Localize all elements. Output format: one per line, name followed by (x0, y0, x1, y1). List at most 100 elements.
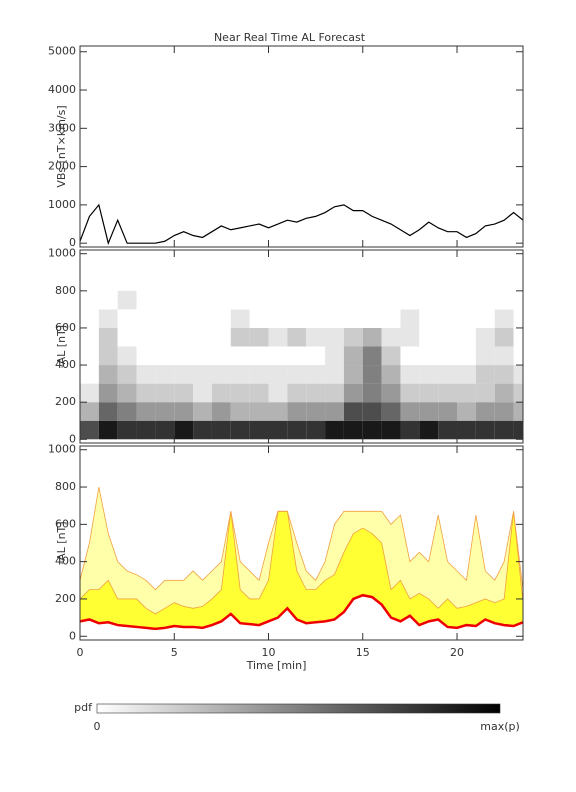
pdf-cell (174, 327, 194, 347)
pdf-cell (155, 402, 175, 421)
pdf-cell (419, 402, 439, 421)
pdf-cell (287, 290, 307, 310)
pdf-cell (381, 365, 401, 384)
pdf-cell (249, 420, 269, 440)
y-axis-label: VBs [nT×km/s] (55, 105, 68, 187)
y-axis-label: -AL [nT] (55, 521, 68, 564)
pdf-cell (306, 402, 326, 421)
pdf-cell (155, 365, 175, 384)
pdf-cell (249, 309, 269, 328)
pdf-cell (268, 383, 288, 403)
pdf-cell (155, 346, 175, 366)
y-tick-label: 400 (55, 358, 76, 371)
pdf-cell (80, 383, 99, 403)
pdf-cell (136, 383, 156, 403)
pdf-cell (287, 420, 307, 440)
y-tick-label: 0 (69, 432, 76, 445)
pdf-cell (343, 327, 363, 347)
pdf-cell (230, 309, 250, 328)
pdf-cell (155, 383, 175, 403)
pdf-cell (513, 309, 523, 328)
y-tick-label: 600 (55, 321, 76, 334)
pdf-cell (343, 290, 363, 310)
pdf-cell (475, 420, 495, 440)
pdf-cell (80, 290, 99, 310)
pdf-cell (343, 309, 363, 328)
pdf-cell (419, 346, 439, 366)
pdf-cell (362, 383, 382, 403)
pdf-cell (193, 365, 212, 384)
pdf-cell (513, 365, 523, 384)
plot-frame (79, 249, 524, 444)
pdf-cell (381, 420, 401, 440)
pdf-cell (513, 346, 523, 366)
pdf-cell (249, 290, 269, 310)
pdf-cell (80, 327, 99, 347)
pdf-cell (475, 309, 495, 328)
pdf-cell (419, 290, 439, 310)
pdf-cell (400, 420, 420, 440)
pdf-cell (136, 346, 156, 366)
pdf-cell (494, 346, 514, 366)
pdf-cell (136, 420, 156, 440)
pdf-cell (117, 365, 137, 384)
pdf-cell (287, 327, 307, 347)
pdf-cell (193, 402, 212, 421)
pdf-cell (287, 402, 307, 421)
pdf-cell (155, 290, 175, 310)
pdf-cell (419, 420, 439, 440)
pdf-cell (362, 327, 382, 347)
pdf-cell (211, 309, 231, 328)
y-tick-label: 1000 (48, 198, 76, 211)
pdf-cell (419, 327, 439, 347)
pdf-cell (211, 365, 231, 384)
plot-area (80, 486, 523, 631)
pdf-cell (325, 365, 344, 384)
pdf-cell (268, 365, 288, 384)
pdf-cell (211, 327, 231, 347)
pdf-cell (475, 383, 495, 403)
pdf-cell (438, 365, 458, 384)
y-tick-label: 3000 (48, 121, 76, 134)
pdf-cell (230, 383, 250, 403)
pdf-cell (419, 365, 439, 384)
pdf-cell (475, 327, 495, 347)
pdf-cell (80, 402, 99, 421)
x-tick-label: 5 (171, 646, 178, 659)
pdf-cell (80, 420, 99, 440)
pdf-cell (98, 290, 118, 310)
pdf-cell (325, 402, 344, 421)
pdf-cell (325, 309, 344, 328)
y-tick-label: 4000 (48, 83, 76, 96)
pdf-cell (98, 327, 118, 347)
pdf-cell (211, 420, 231, 440)
pdf-cell (381, 402, 401, 421)
pdf-cell (325, 327, 344, 347)
pdf-cell (174, 420, 194, 440)
pdf-cell (457, 346, 476, 366)
pdf-cell (98, 309, 118, 328)
pdf-cell (362, 365, 382, 384)
pdf-cell (211, 383, 231, 403)
pdf-cell (475, 402, 495, 421)
pdf-cell (193, 327, 212, 347)
pdf-cell (400, 327, 420, 347)
y-tick-label: 0 (69, 629, 76, 642)
plot-area (80, 290, 523, 440)
pdf-cell (306, 365, 326, 384)
pdf-cell (494, 420, 514, 440)
y-tick-label: 0 (69, 236, 76, 249)
pdf-cell (494, 402, 514, 421)
pdf-cell (136, 309, 156, 328)
pdf-cell (400, 290, 420, 310)
plot-area (80, 203, 523, 246)
pdf-cell (230, 327, 250, 347)
pdf-cell (438, 402, 458, 421)
pdf-cell (287, 365, 307, 384)
pdf-cell (513, 402, 523, 421)
pdf-cell (419, 309, 439, 328)
pdf-cell (136, 365, 156, 384)
pdf-cell (457, 309, 476, 328)
colorbar (96, 703, 501, 714)
